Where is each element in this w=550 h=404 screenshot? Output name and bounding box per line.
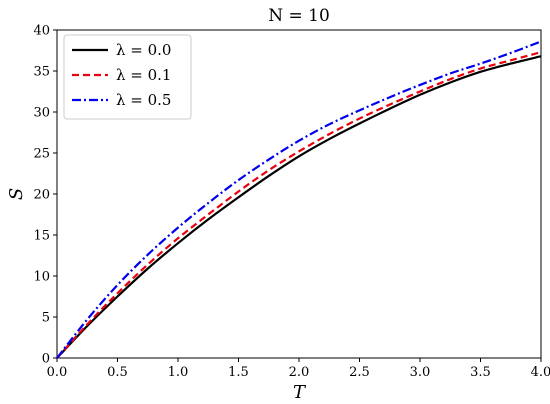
legend: λ = 0.0 λ = 0.1 λ = 0.5	[63, 34, 192, 120]
legend-label-2: λ = 0.5	[116, 91, 171, 109]
y-axis-label: S	[6, 188, 27, 200]
x-tick-label: 1.5	[228, 365, 249, 380]
y-tick-label: 10	[33, 270, 50, 285]
x-tick-label: 1.0	[168, 365, 189, 380]
x-tick-label: 3.0	[410, 365, 431, 380]
x-axis: 0.0 0.5 1.0 1.5 2.0 2.5 3.0 3.5 4.0	[47, 358, 550, 380]
x-tick-label: 2.5	[349, 365, 370, 380]
y-tick-label: 0	[42, 352, 50, 367]
y-axis: 0 5 10 15 20 25 30 35 40	[33, 24, 57, 367]
y-tick-label: 30	[33, 106, 50, 121]
y-tick-label: 35	[33, 65, 50, 80]
y-tick-label: 40	[33, 24, 50, 39]
y-tick-label: 20	[33, 188, 50, 203]
legend-box	[63, 34, 192, 120]
x-tick-label: 4.0	[531, 365, 550, 380]
y-tick-label: 5	[42, 311, 50, 326]
legend-label-1: λ = 0.1	[116, 66, 171, 84]
x-tick-label: 3.5	[470, 365, 491, 380]
series-lines	[56, 40, 542, 359]
legend-label-0: λ = 0.0	[116, 41, 171, 59]
series-line-1	[56, 51, 542, 359]
chart-title: N = 10	[268, 6, 330, 26]
x-tick-label: 2.0	[289, 365, 310, 380]
y-tick-label: 15	[33, 229, 50, 244]
x-tick-label: 0.0	[47, 365, 68, 380]
x-tick-label: 0.5	[107, 365, 128, 380]
x-axis-label: T	[293, 382, 307, 403]
y-tick-label: 25	[33, 147, 50, 162]
series-line-2	[56, 40, 542, 359]
series-line-0	[56, 55, 542, 359]
